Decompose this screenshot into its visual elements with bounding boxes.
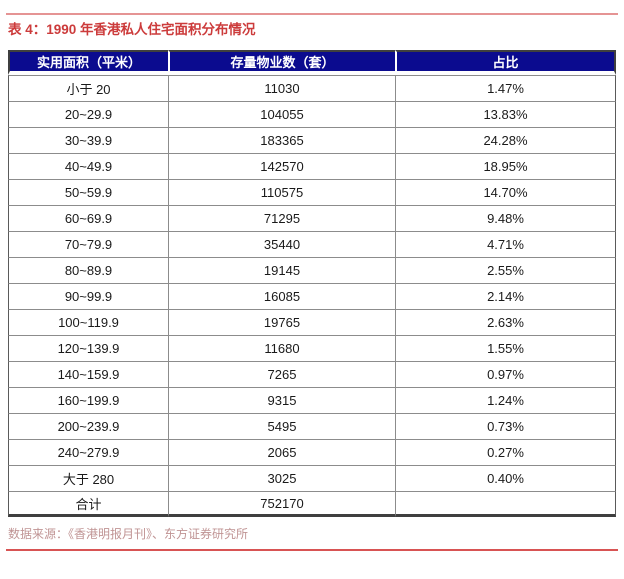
cell-share: 13.83% (395, 101, 616, 127)
cell-area: 30~39.9 (8, 127, 168, 153)
cell-count: 16085 (168, 283, 395, 309)
bottom-divider-line (6, 549, 618, 551)
cell-area: 大于 280 (8, 465, 168, 491)
cell-area: 140~159.9 (8, 361, 168, 387)
table-row: 小于 20 11030 1.47% (8, 75, 616, 101)
cell-count: 19145 (168, 257, 395, 283)
cell-area: 70~79.9 (8, 231, 168, 257)
cell-share: 1.47% (395, 75, 616, 101)
table-body: 小于 20 11030 1.47% 20~29.9 104055 13.83% … (8, 75, 616, 517)
column-header-area: 实用面积（平米） (8, 50, 168, 75)
cell-count: 142570 (168, 153, 395, 179)
report-page: 表 4：1990 年香港私人住宅面积分布情况 实用面积（平米） 存量物业数（套）… (0, 13, 624, 579)
table-row: 90~99.9 16085 2.14% (8, 283, 616, 309)
table-row: 30~39.9 183365 24.28% (8, 127, 616, 153)
cell-share (395, 491, 616, 517)
top-divider-line (6, 13, 618, 15)
cell-count: 11680 (168, 335, 395, 361)
table-row: 160~199.9 9315 1.24% (8, 387, 616, 413)
cell-share: 14.70% (395, 179, 616, 205)
data-source-note: 数据来源：《香港明报月刊》、东方证券研究所 (8, 527, 249, 541)
cell-area: 200~239.9 (8, 413, 168, 439)
table-row: 50~59.9 110575 14.70% (8, 179, 616, 205)
table-row: 100~119.9 19765 2.63% (8, 309, 616, 335)
cell-share: 0.97% (395, 361, 616, 387)
cell-share: 1.24% (395, 387, 616, 413)
table-row: 200~239.9 5495 0.73% (8, 413, 616, 439)
cell-share: 0.73% (395, 413, 616, 439)
cell-count: 9315 (168, 387, 395, 413)
column-header-count: 存量物业数（套） (168, 50, 395, 75)
cell-count: 35440 (168, 231, 395, 257)
table-row: 70~79.9 35440 4.71% (8, 231, 616, 257)
table-row: 60~69.9 71295 9.48% (8, 205, 616, 231)
table-row: 140~159.9 7265 0.97% (8, 361, 616, 387)
cell-share: 0.40% (395, 465, 616, 491)
table-header-row: 实用面积（平米） 存量物业数（套） 占比 (8, 50, 616, 75)
table-title: 表 4：1990 年香港私人住宅面积分布情况 (8, 22, 256, 37)
cell-share: 0.27% (395, 439, 616, 465)
cell-share: 4.71% (395, 231, 616, 257)
cell-area: 240~279.9 (8, 439, 168, 465)
cell-area: 20~29.9 (8, 101, 168, 127)
cell-count: 183365 (168, 127, 395, 153)
cell-count: 7265 (168, 361, 395, 387)
cell-area: 120~139.9 (8, 335, 168, 361)
table-row: 20~29.9 104055 13.83% (8, 101, 616, 127)
cell-area: 90~99.9 (8, 283, 168, 309)
cell-share: 24.28% (395, 127, 616, 153)
table-row: 大于 280 3025 0.40% (8, 465, 616, 491)
cell-area: 160~199.9 (8, 387, 168, 413)
column-header-share: 占比 (395, 50, 616, 75)
table-row: 80~89.9 19145 2.55% (8, 257, 616, 283)
cell-count: 104055 (168, 101, 395, 127)
table-row: 240~279.9 2065 0.27% (8, 439, 616, 465)
cell-share: 2.63% (395, 309, 616, 335)
cell-count: 19765 (168, 309, 395, 335)
table-row: 120~139.9 11680 1.55% (8, 335, 616, 361)
cell-area: 50~59.9 (8, 179, 168, 205)
cell-area: 60~69.9 (8, 205, 168, 231)
cell-count: 71295 (168, 205, 395, 231)
cell-count: 5495 (168, 413, 395, 439)
cell-share: 2.55% (395, 257, 616, 283)
cell-area: 80~89.9 (8, 257, 168, 283)
cell-count: 3025 (168, 465, 395, 491)
table-row: 40~49.9 142570 18.95% (8, 153, 616, 179)
cell-count: 2065 (168, 439, 395, 465)
cell-count: 110575 (168, 179, 395, 205)
cell-area: 40~49.9 (8, 153, 168, 179)
cell-area: 合计 (8, 491, 168, 517)
cell-share: 1.55% (395, 335, 616, 361)
table-row: 合计 752170 (8, 491, 616, 517)
area-distribution-table: 实用面积（平米） 存量物业数（套） 占比 小于 20 11030 1.47% 2… (8, 50, 616, 517)
cell-area: 100~119.9 (8, 309, 168, 335)
cell-share: 2.14% (395, 283, 616, 309)
cell-share: 18.95% (395, 153, 616, 179)
cell-share: 9.48% (395, 205, 616, 231)
cell-count: 11030 (168, 75, 395, 101)
cell-count: 752170 (168, 491, 395, 517)
cell-area: 小于 20 (8, 75, 168, 101)
